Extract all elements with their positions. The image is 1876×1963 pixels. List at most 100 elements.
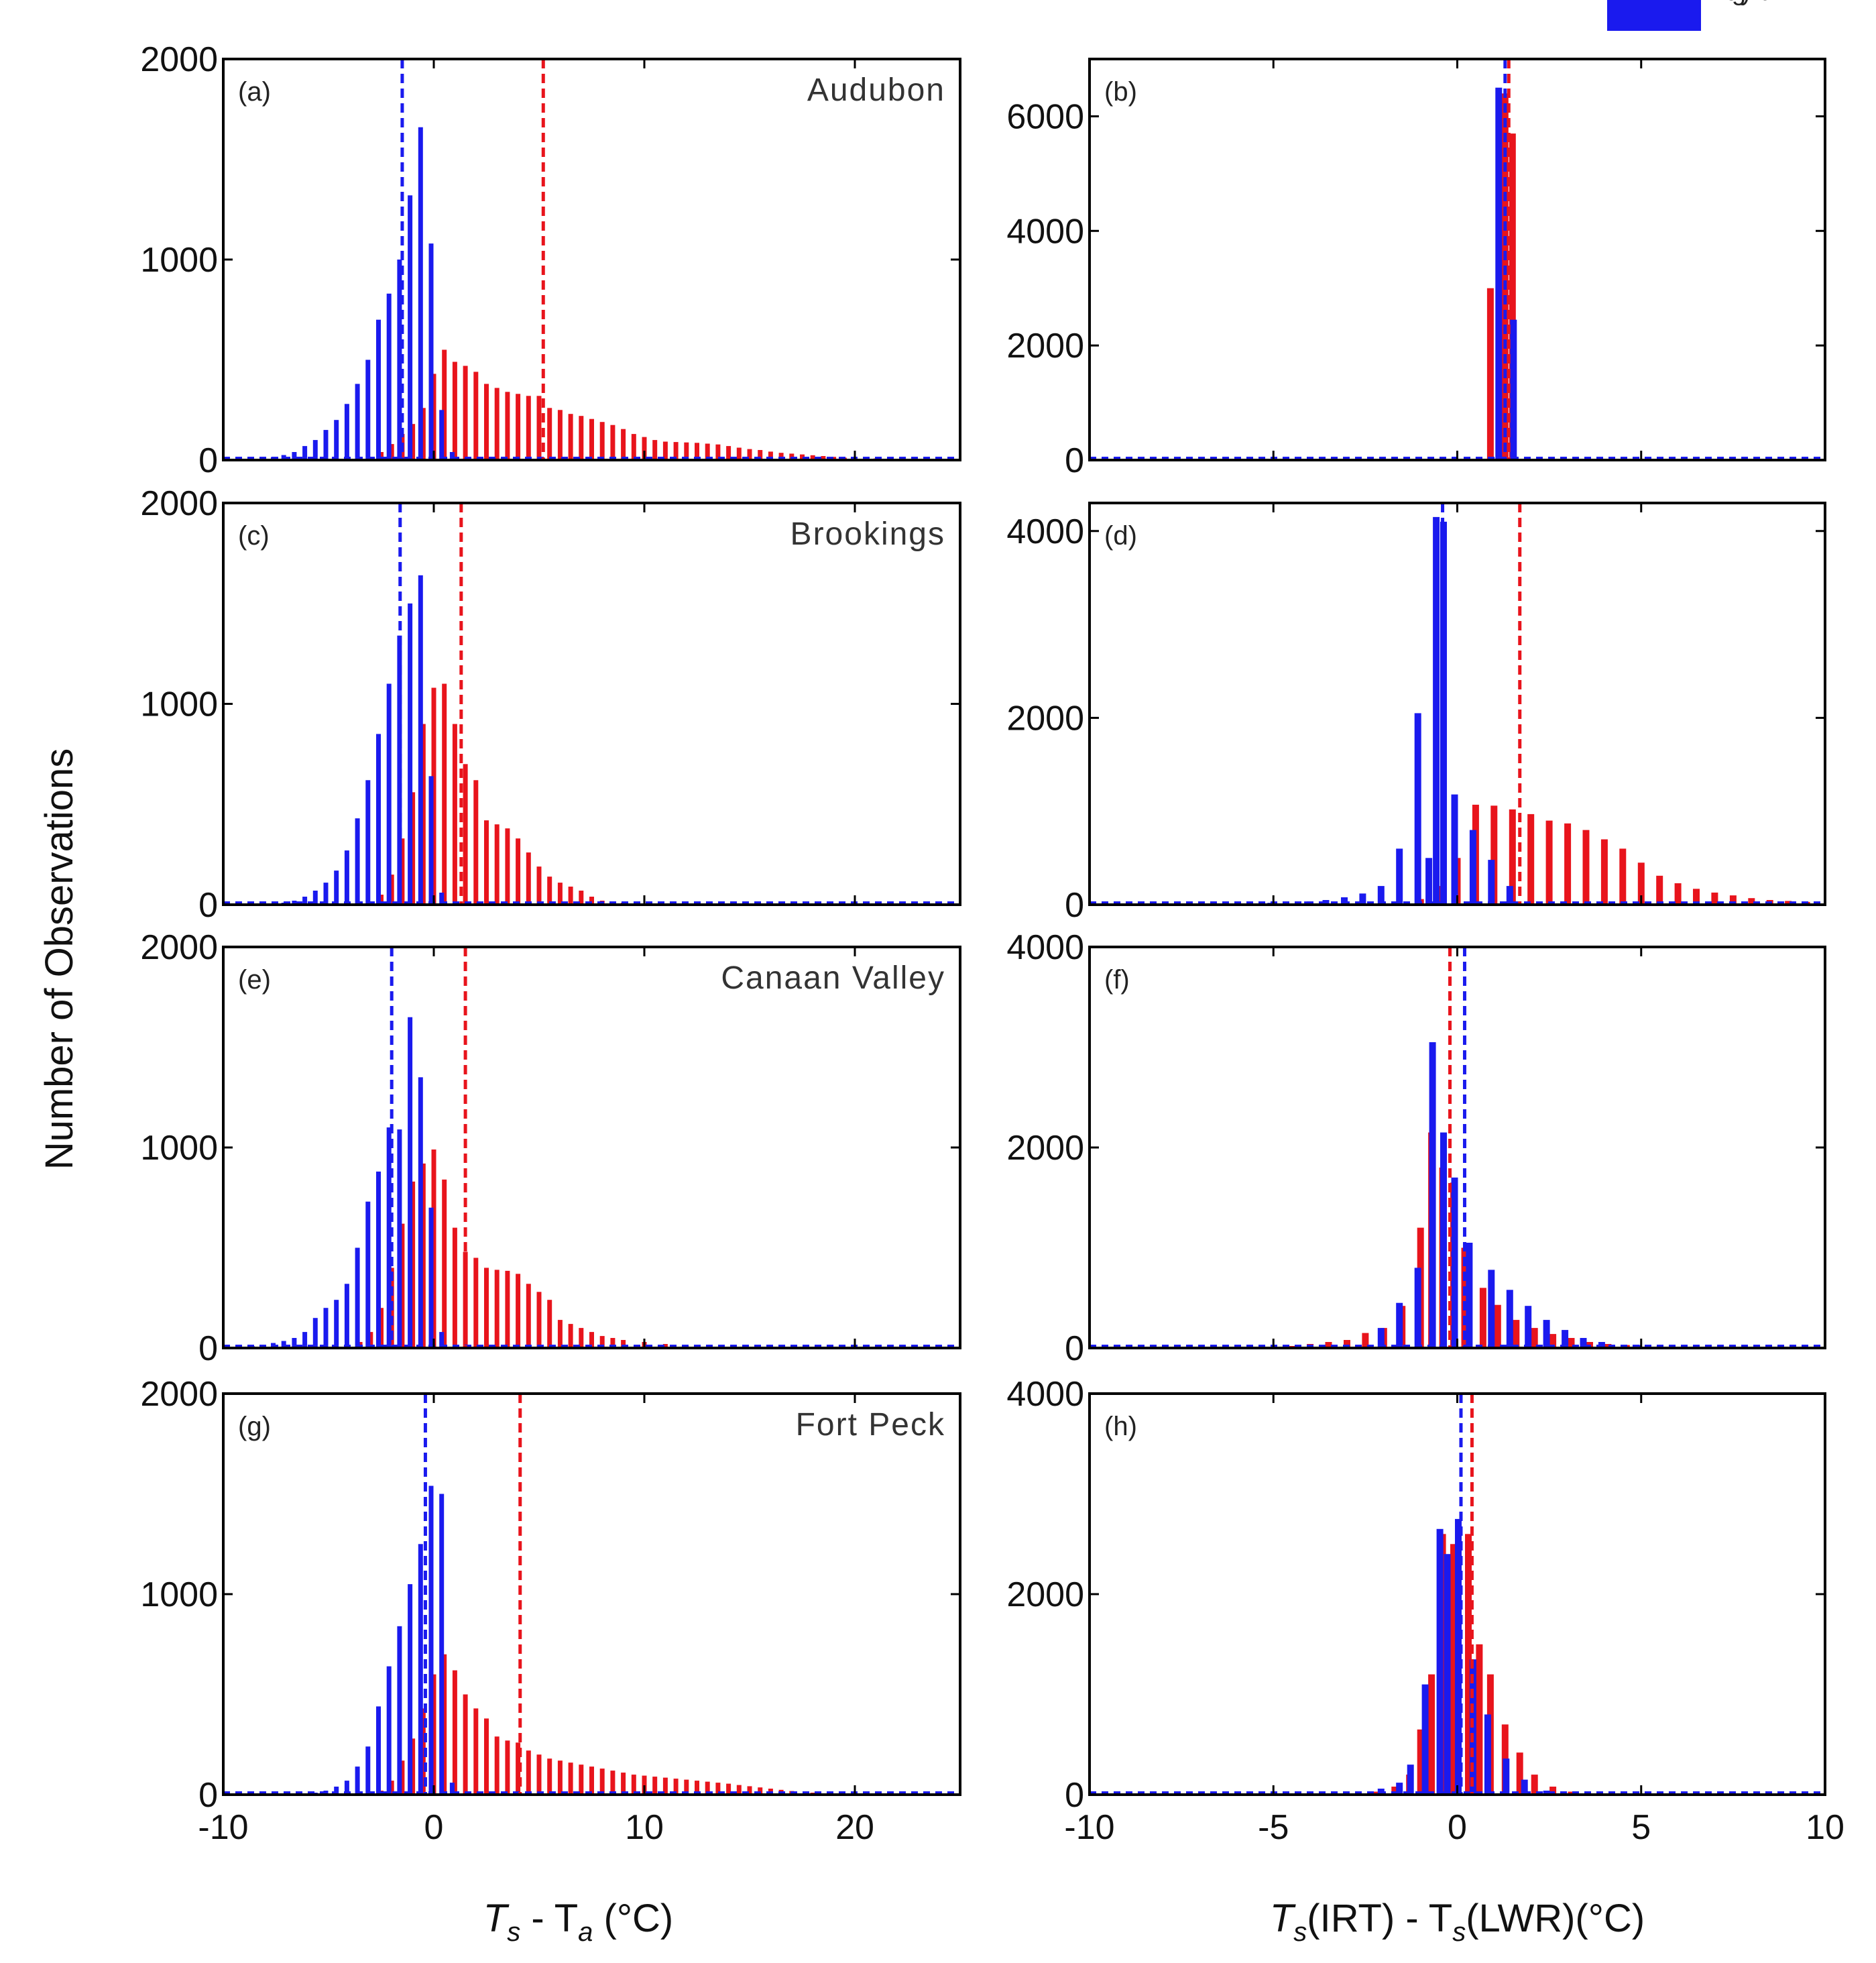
- night-bar: [1359, 893, 1366, 905]
- night-bar: [418, 1077, 423, 1348]
- panel-tag: (e): [238, 965, 271, 995]
- y-tick-label: 0: [1065, 1776, 1084, 1815]
- day-bar: [579, 1328, 584, 1348]
- day-bar: [379, 452, 384, 460]
- night-bar: [1322, 900, 1330, 905]
- day-bar: [621, 429, 626, 460]
- night-bar: [397, 1129, 402, 1348]
- day-bar: [736, 447, 742, 460]
- night-bar: [439, 410, 445, 461]
- day-bar: [431, 1674, 436, 1795]
- night-bar: [1484, 1714, 1491, 1795]
- day-bar: [505, 1740, 510, 1795]
- day-bar: [420, 408, 426, 460]
- day-bar: [557, 1320, 563, 1348]
- night-bar: [386, 1127, 392, 1348]
- night-bar: [1396, 1783, 1403, 1795]
- night-bar: [1580, 1338, 1587, 1348]
- night-bar: [323, 1308, 329, 1348]
- panel-g: 0 1000 2000 (g) Fort Peck: [140, 1375, 961, 1815]
- day-bar: [652, 440, 658, 460]
- night-bar: [1495, 87, 1503, 460]
- day-bar: [536, 866, 542, 905]
- day-bar: [526, 396, 531, 460]
- x-axis-label-part: (IRT) - T: [1307, 1897, 1452, 1940]
- day-bar: [1509, 809, 1516, 905]
- day-bar: [547, 408, 552, 460]
- night-bar: [344, 1781, 349, 1795]
- night-bar: [334, 1787, 339, 1795]
- day-bar: [610, 425, 615, 460]
- day-bar: [726, 446, 731, 460]
- day-bar: [1549, 1787, 1557, 1795]
- night-bar: [302, 446, 308, 460]
- day-bar: [589, 418, 594, 460]
- night-bar: [323, 883, 329, 905]
- panel-frame: [222, 502, 961, 906]
- night-bar: [376, 319, 381, 460]
- panel-tag: (d): [1104, 521, 1137, 551]
- x-axis-label-part: - T: [520, 1897, 578, 1940]
- panel-f: 0 2000 4000 (f): [1006, 928, 1826, 1368]
- night-bar: [1377, 1328, 1385, 1348]
- y-tick-label: 4000: [1006, 512, 1084, 551]
- night-bar: [408, 603, 413, 905]
- day-bar: [557, 410, 563, 461]
- day-bar: [547, 1758, 552, 1795]
- day-bar: [568, 1324, 573, 1348]
- night-bar: [312, 440, 318, 460]
- night-bar: [418, 575, 423, 905]
- y-tick-label: 0: [1065, 886, 1084, 925]
- x-axis-label-part: (°C): [593, 1897, 673, 1940]
- night-bar: [334, 1300, 339, 1348]
- day-bar: [579, 891, 584, 905]
- day-bar: [473, 372, 479, 460]
- night-bar: [386, 293, 392, 460]
- night-bar: [428, 1207, 434, 1348]
- day-bar: [536, 1754, 542, 1795]
- day-bar: [410, 424, 416, 460]
- day-bar: [1325, 1342, 1332, 1348]
- panel-tag: (b): [1104, 77, 1137, 107]
- day-bar: [389, 1781, 394, 1795]
- day-bar: [547, 1300, 552, 1348]
- night-bar: [386, 1666, 392, 1795]
- night-bar: [1562, 1330, 1569, 1348]
- day-bar: [747, 449, 752, 460]
- day-bar: [1513, 1320, 1520, 1348]
- day-bar: [420, 724, 426, 905]
- day-bar: [673, 1779, 679, 1795]
- day-bar: [1490, 805, 1498, 905]
- day-bar: [599, 422, 605, 460]
- night-bar: [302, 1332, 308, 1348]
- day-bar: [1582, 830, 1590, 905]
- night-bar: [334, 871, 339, 905]
- night-bar: [1469, 830, 1476, 905]
- day-bar: [536, 1292, 542, 1348]
- day-bar: [379, 1308, 384, 1348]
- night-bar: [281, 1341, 286, 1348]
- x-axis-label: Ts(IRT) - Ts(LWR)(°C): [1270, 1897, 1645, 1947]
- night-bar: [1488, 1270, 1495, 1348]
- night-bar: [449, 1783, 455, 1795]
- night-bar: [1503, 1758, 1510, 1795]
- y-tick-label: 0: [1065, 1329, 1084, 1368]
- day-bar: [568, 1762, 573, 1795]
- day-bar: [715, 444, 721, 460]
- x-axis-label-part: s: [1293, 1917, 1307, 1947]
- site-name: Canaan Valley: [721, 960, 945, 996]
- x-axis-label-part: a: [578, 1917, 593, 1947]
- night-bar: [1455, 1518, 1462, 1795]
- night-bar: [418, 127, 423, 460]
- day-bar: [1531, 1775, 1538, 1795]
- night-bar: [1396, 1302, 1403, 1348]
- day-bar: [1461, 1247, 1468, 1348]
- y-axis-label: Number of Observations: [38, 748, 81, 1170]
- night-bar: [323, 430, 329, 460]
- day-bar: [420, 1163, 426, 1348]
- day-bar: [1785, 901, 1792, 905]
- day-bar: [389, 875, 394, 905]
- day-bar: [400, 1760, 405, 1795]
- night-bar: [1377, 886, 1385, 905]
- day-bar: [579, 1764, 584, 1795]
